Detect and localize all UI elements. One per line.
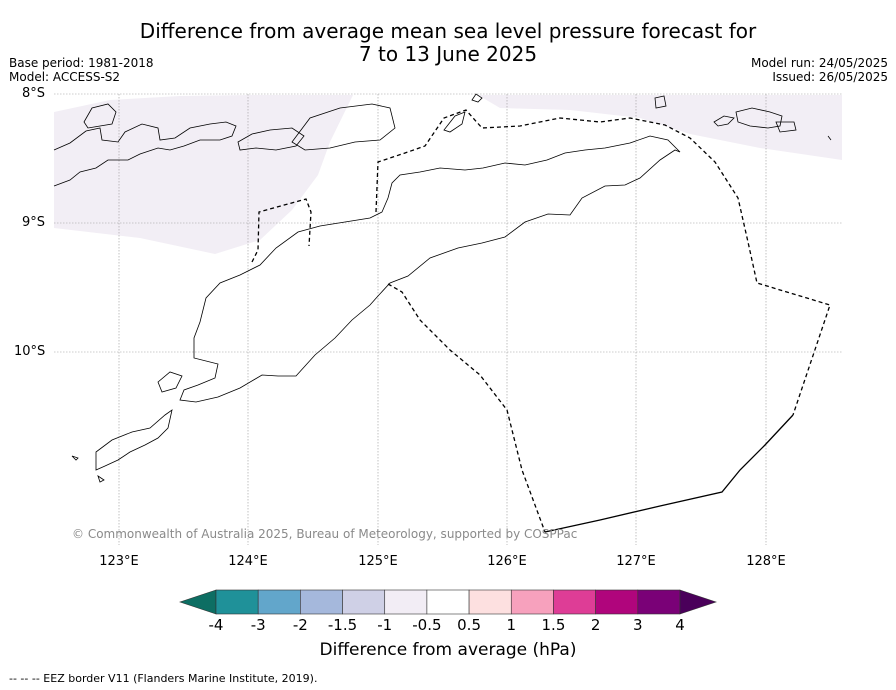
island-h [735, 107, 783, 129]
island-g [713, 115, 735, 127]
lat-label-10s: 10°S [14, 344, 46, 359]
island-k [157, 371, 183, 393]
colorbar-tick-label: -4 [208, 616, 224, 634]
southwest-islands [95, 409, 173, 471]
island-a [83, 103, 117, 129]
lon-label-126e: 126°E [487, 554, 527, 569]
eez-borders [251, 109, 831, 533]
lon-label-125e: 125°E [358, 554, 398, 569]
colorbar-tick-label: 4 [675, 616, 685, 634]
pressure-anomaly-shading [54, 95, 353, 254]
island-f [654, 95, 667, 109]
colorbar-tick-label: -1 [377, 616, 393, 634]
pressure-anomaly-shading-east [478, 95, 842, 160]
colorbar-tick-label: -2 [292, 616, 308, 634]
meta-left: Base period: 1981-2018 Model: ACCESS-S2 [9, 56, 154, 84]
island-j [827, 135, 832, 141]
map-title: Difference from average mean sea level p… [0, 20, 896, 66]
title-line-1: Difference from average mean sea level p… [139, 19, 757, 43]
coastlines [53, 93, 832, 483]
colorbar-label: Difference from average (hPa) [319, 640, 577, 660]
island-m [97, 475, 105, 483]
northern-islands [53, 121, 237, 187]
island-b [237, 127, 305, 151]
copyright-notice: © Commonwealth of Australia 2025, Bureau… [72, 527, 578, 541]
timor-island [179, 135, 681, 403]
island-e [471, 93, 483, 103]
colorbar-tick-label: -0.5 [412, 616, 442, 634]
issued-date: Issued: 26/05/2025 [772, 70, 888, 84]
island-l [71, 455, 79, 461]
title-line-2: 7 to 13 June 2025 [358, 42, 538, 66]
colorbar-tick-label: 2 [590, 616, 601, 634]
colorbar-tick-label: -1.5 [327, 616, 358, 634]
island-d [443, 111, 466, 133]
island-i [775, 121, 797, 133]
meta-right: Model run: 24/05/2025 Issued: 26/05/2025 [751, 56, 888, 84]
colorbar-tick-label: -3 [250, 616, 266, 634]
lat-label-9s: 9°S [22, 215, 46, 230]
graticule [54, 93, 842, 545]
eez-footnote: -- -- -- EEZ border V11 (Flanders Marine… [9, 672, 318, 685]
colorbar-tick-label: 1 [506, 616, 517, 634]
eez-solid-segment [544, 414, 794, 533]
colorbar-tick-label: 0.5 [457, 616, 481, 634]
model-run: Model run: 24/05/2025 [750, 56, 888, 70]
colorbar-tick-label: 3 [633, 616, 643, 634]
colorbar-tick-label: 1.5 [541, 616, 566, 634]
lat-label-8s: 8°S [22, 86, 46, 101]
island-c [291, 103, 396, 151]
lon-label-123e: 123°E [99, 554, 139, 569]
lon-label-127e: 127°E [616, 554, 656, 569]
lon-label-124e: 124°E [228, 554, 268, 569]
base-period: Base period: 1981-2018 [9, 56, 154, 70]
lon-label-128e: 128°E [746, 554, 786, 569]
model-name: Model: ACCESS-S2 [9, 70, 121, 84]
